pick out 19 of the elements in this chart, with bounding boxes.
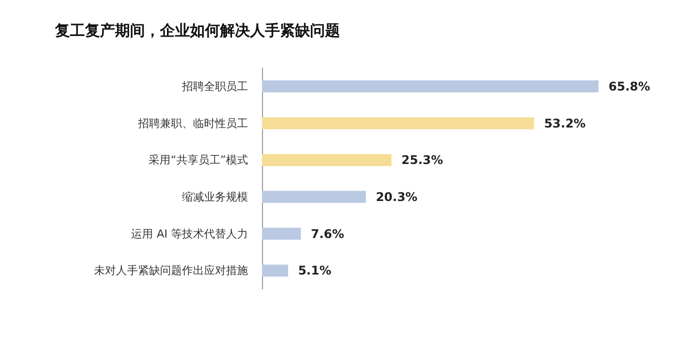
chart-title: 复工复产期间，企业如何解决人手紧缺问题 [54,22,340,40]
y-tick-label: 采用“共享员工”模式 [148,154,248,167]
data-label: 25.3% [401,153,444,168]
bar [262,154,392,166]
y-tick-label: 未对人手紧缺问题作出应对措施 [94,264,248,278]
bar [262,117,534,130]
data-label: 7.6% [310,226,344,241]
data-label: 65.8% [608,79,650,94]
bar [262,264,288,277]
data-label: 5.1% [298,264,332,278]
bar [262,190,366,203]
y-tick-label: 缩减业务规模 [182,190,248,204]
bar [262,80,599,92]
bar [262,228,301,240]
y-tick-label: 招聘全职员工 [181,80,248,93]
data-label: 20.3% [376,190,418,204]
data-label: 53.2% [544,116,586,130]
y-tick-label: 运用 AI 等技术代替人力 [131,227,248,240]
y-tick-label: 招聘兼职、临时性员工 [137,116,248,130]
